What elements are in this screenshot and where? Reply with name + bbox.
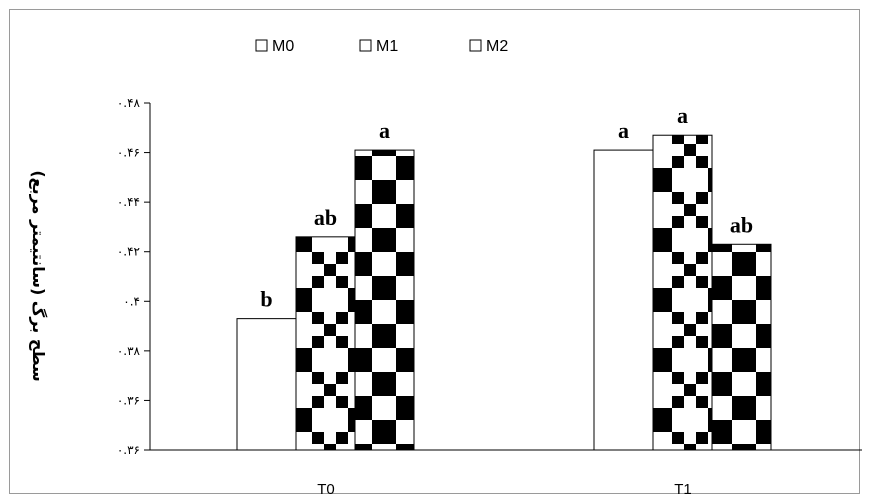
significance-letter: ab bbox=[730, 212, 753, 237]
x-category-label: T1 bbox=[674, 481, 692, 498]
significance-letter: a bbox=[379, 118, 390, 143]
y-axis-label-group: سطح برگ (سانتیمتر مربع) bbox=[29, 170, 48, 381]
bar-M0-T0 bbox=[236, 318, 297, 451]
legend: M0 M1 M2 bbox=[255, 38, 508, 55]
significance-letter: ab bbox=[314, 205, 337, 230]
y-tick-label: ۰.۳۸ bbox=[117, 344, 141, 358]
y-tick-label: ۰.۳۶ bbox=[117, 393, 140, 407]
legend-swatch bbox=[359, 39, 372, 52]
bar-M1-T1 bbox=[652, 134, 713, 451]
y-tick-label: ۰.۴۶ bbox=[117, 146, 140, 160]
bars bbox=[236, 134, 772, 451]
y-tick-label: ۰.۴۸ bbox=[117, 96, 141, 110]
bar-M1-T0 bbox=[295, 236, 356, 451]
bar-M2-T0 bbox=[354, 149, 415, 451]
significance-letter: a bbox=[618, 118, 629, 143]
x-category-label: T0 bbox=[317, 481, 335, 498]
legend-label: M1 bbox=[376, 38, 398, 55]
bar-M2-T1 bbox=[711, 243, 772, 451]
axes: ۰.۳۶ ۰.۳۶ ۰.۳۸ ۰.۴ ۰.۴۲ ۰.۴۴ ۰.۴۶ ۰.۴۸ T0 T1 bbox=[117, 96, 862, 498]
y-tick-label: ۰.۳۶ bbox=[117, 443, 140, 457]
legend-swatch bbox=[469, 39, 482, 52]
bar-M0-T1 bbox=[593, 149, 654, 451]
legend-swatch bbox=[255, 39, 268, 52]
legend-label: M0 bbox=[272, 38, 294, 55]
y-tick-label: ۰.۴۲ bbox=[117, 245, 140, 259]
legend-label: M2 bbox=[486, 38, 508, 55]
y-axis-label: سطح برگ (سانتیمتر مربع) bbox=[29, 170, 48, 381]
y-tick-label: ۰.۴ bbox=[123, 294, 140, 308]
significance-letter: b bbox=[260, 287, 272, 312]
chart-frame bbox=[9, 9, 860, 494]
significance-labels: b ab a a a ab bbox=[260, 103, 753, 311]
y-tick-label: ۰.۴۴ bbox=[117, 195, 140, 209]
significance-letter: a bbox=[677, 103, 688, 128]
